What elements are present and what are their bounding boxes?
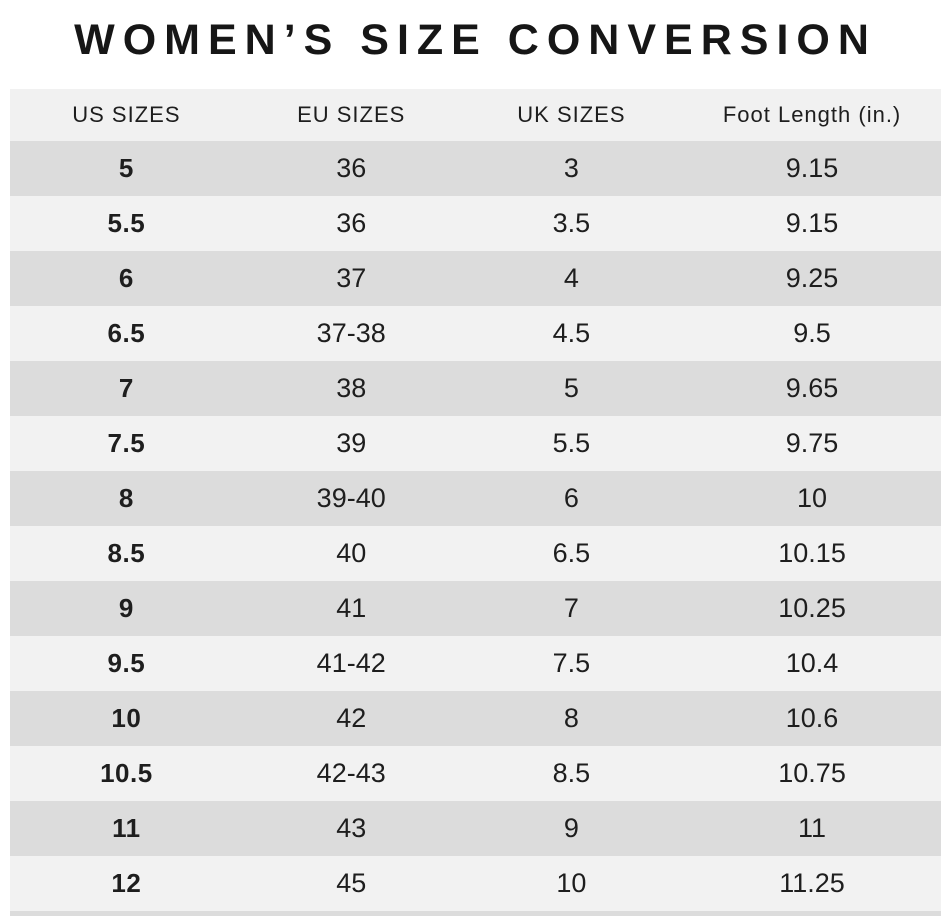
size-conversion-table: US SIZES EU SIZES UK SIZES Foot Length (in.… (10, 89, 941, 912)
uk-size-cell: 3 (563, 153, 579, 184)
us-size-cell: 7.5 (107, 428, 146, 459)
eu-size-cell: 42 (336, 703, 367, 734)
uk-size-cell: 5 (563, 373, 579, 404)
eu-size-cell: 37-38 (316, 318, 386, 349)
foot-length-cell: 10.15 (778, 538, 846, 569)
eu-size-cell: 37 (336, 263, 367, 294)
us-size-cell: 7 (118, 373, 134, 404)
eu-size-cell: 38 (336, 373, 367, 404)
us-size-cell: 10 (111, 703, 142, 734)
column-header-foot-length-in: Foot Length (in.) (722, 102, 902, 128)
column-header-us-sizes: US SIZES (72, 102, 181, 128)
us-size-cell: 9 (118, 593, 134, 624)
table-row: 8.5 40 6.5 10.15 (10, 526, 941, 582)
foot-length-cell: 9.5 (793, 318, 831, 349)
table-row: 6.5 37-38 4.5 9.5 (10, 306, 941, 362)
table-row: 9 41 7 10.25 (10, 581, 941, 637)
us-size-cell: 12 (111, 868, 142, 899)
foot-length-cell: 9.15 (785, 208, 839, 239)
table-row: 10 42 8 10.6 (10, 691, 941, 747)
foot-length-cell: 10.4 (785, 648, 839, 679)
uk-size-cell: 8.5 (552, 758, 591, 789)
table-row: 8 39-40 6 10 (10, 471, 941, 527)
eu-size-cell: 43 (336, 813, 367, 844)
foot-length-cell: 9.65 (785, 373, 839, 404)
foot-length-cell: 10 (797, 483, 828, 514)
table-row: 6 37 4 9.25 (10, 251, 941, 307)
uk-size-cell: 10 (556, 868, 587, 899)
uk-size-cell: 4.5 (552, 318, 591, 349)
eu-size-cell: 39 (336, 428, 367, 459)
table-body: 5 36 3 9.15 5.5 36 3.5 9.15 6 37 4 9.25 6.5 37-38 4.5 9… (10, 141, 941, 912)
table-row: 5.5 36 3.5 9.15 (10, 196, 941, 252)
foot-length-cell: 9.15 (785, 153, 839, 184)
column-header-eu-sizes: EU SIZES (297, 102, 406, 128)
eu-size-cell: 42-43 (316, 758, 386, 789)
us-size-cell: 5 (118, 153, 134, 184)
us-size-cell: 6 (118, 263, 134, 294)
uk-size-cell: 9 (563, 813, 579, 844)
foot-length-cell: 11.25 (779, 868, 845, 899)
header-row: US SIZES EU SIZES UK SIZES Foot Length (in.… (10, 89, 941, 142)
eu-size-cell: 39-40 (316, 483, 386, 514)
page-title: WOMEN’S SIZE CONVERSION (74, 16, 877, 64)
us-size-cell: 5.5 (107, 208, 146, 239)
uk-size-cell: 8 (563, 703, 579, 734)
eu-size-cell: 45 (336, 868, 367, 899)
table-row: 7.5 39 5.5 9.75 (10, 416, 941, 472)
table-row: 10.5 42-43 8.5 10.75 (10, 746, 941, 802)
table-row: 7 38 5 9.65 (10, 361, 941, 417)
eu-size-cell: 36 (336, 153, 367, 184)
uk-size-cell: 6.5 (552, 538, 591, 569)
us-size-cell: 8 (118, 483, 134, 514)
table-row: 9.5 41-42 7.5 10.4 (10, 636, 941, 692)
foot-length-cell: 11 (798, 813, 827, 844)
us-size-cell: 8.5 (107, 538, 146, 569)
eu-size-cell: 36 (336, 208, 367, 239)
uk-size-cell: 6 (563, 483, 579, 514)
uk-size-cell: 3.5 (552, 208, 591, 239)
foot-length-cell: 10.6 (785, 703, 839, 734)
foot-length-cell: 9.75 (785, 428, 839, 459)
size-conversion-table-wrap: US SIZES EU SIZES UK SIZES Foot Length (in.… (10, 89, 941, 917)
table-row: 12 45 10 11.25 (10, 856, 941, 912)
foot-length-cell: 9.25 (785, 263, 839, 294)
us-size-cell: 6.5 (107, 318, 146, 349)
table-row: 11 43 9 11 (10, 801, 941, 857)
table-row: 5 36 3 9.15 (10, 141, 941, 197)
us-size-cell: 9.5 (107, 648, 146, 679)
uk-size-cell: 5.5 (552, 428, 591, 459)
us-size-cell: 11 (112, 813, 141, 844)
uk-size-cell: 7 (563, 593, 579, 624)
uk-size-cell: 4 (563, 263, 579, 294)
foot-length-cell: 10.25 (778, 593, 846, 624)
eu-size-cell: 40 (336, 538, 367, 569)
uk-size-cell: 7.5 (552, 648, 591, 679)
us-size-cell: 10.5 (100, 758, 153, 789)
table-header: US SIZES EU SIZES UK SIZES Foot Length (in.… (10, 89, 941, 142)
eu-size-cell: 41 (336, 593, 367, 624)
cutoff-next-row (10, 911, 941, 917)
eu-size-cell: 41-42 (316, 648, 386, 679)
column-header-uk-sizes: UK SIZES (517, 102, 626, 128)
foot-length-cell: 10.75 (778, 758, 846, 789)
